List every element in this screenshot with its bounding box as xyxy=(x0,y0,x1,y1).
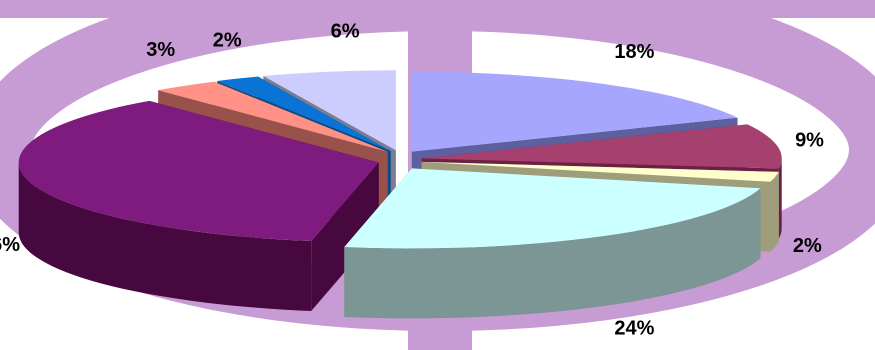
pie-slice-top xyxy=(263,70,396,151)
pie-slice-side xyxy=(770,171,779,252)
data-labels: 18% 9% 2% 24% 36% 3% 2% 6% xyxy=(0,20,824,339)
data-label: 3% xyxy=(146,39,175,61)
pie-slice-top xyxy=(217,76,391,152)
pie-slice-side xyxy=(18,162,312,312)
pie-slice-top xyxy=(421,124,782,169)
data-label: 2% xyxy=(793,235,822,257)
data-label: 6% xyxy=(331,20,360,42)
data-label: 9% xyxy=(795,130,824,152)
venus-symbol-crossbar xyxy=(0,0,875,18)
pie-slices xyxy=(18,70,782,319)
pie-slice-top xyxy=(421,161,779,182)
pie-slice-top xyxy=(411,71,738,152)
pie-slice xyxy=(18,100,379,312)
data-label: 2% xyxy=(213,30,242,52)
pie-slice-top xyxy=(18,100,379,242)
data-label: 24% xyxy=(614,318,654,340)
pie-slice-top xyxy=(344,168,761,249)
pie-slice-top xyxy=(158,81,388,152)
pie-slice xyxy=(344,168,761,319)
pie-slice-side xyxy=(778,158,782,239)
data-label: 18% xyxy=(614,41,654,63)
pie-slice-side xyxy=(344,188,761,319)
data-label: 36% xyxy=(0,234,20,256)
